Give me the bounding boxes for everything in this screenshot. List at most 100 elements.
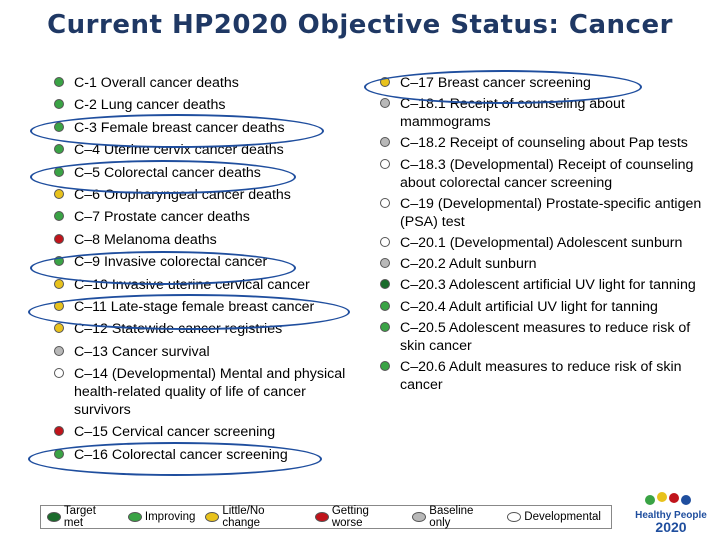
status-improving-icon	[54, 256, 64, 267]
legend-entry: Developmental	[507, 511, 601, 523]
legend-entry: Baseline only	[412, 505, 497, 529]
objective-label: C–18.2 Receipt of counseling about Pap t…	[400, 135, 688, 152]
legend-label: Little/No change	[222, 505, 265, 529]
legend-baseline-only-icon	[412, 512, 427, 522]
logo-line1: Healthy People	[635, 510, 707, 521]
objective-item: C–16 Colorectal cancer screening	[54, 446, 354, 464]
objective-label: C-2 Lung cancer deaths	[74, 97, 226, 114]
status-improving-icon	[380, 321, 390, 332]
status-improving-icon	[54, 121, 64, 132]
logo-line2: 2020	[655, 519, 686, 535]
objective-label: C–20.1 (Developmental) Adolescent sunbur…	[400, 234, 683, 251]
objective-label: C-1 Overall cancer deaths	[74, 75, 239, 91]
objective-item: C–10 Invasive uterine cervical cancer	[54, 276, 354, 294]
legend-label: Developmental	[524, 511, 601, 523]
legend-entry: Getting worse	[314, 505, 402, 529]
objective-item: C–18.1 Receipt of counseling about mammo…	[380, 95, 710, 131]
legend-developmental-icon	[507, 512, 522, 522]
objective-label: C–14 (Developmental) Mental and physical…	[74, 366, 346, 419]
legend-entry: Little/No change	[205, 505, 305, 529]
status-little-no-change-icon	[380, 77, 390, 87]
objective-label: C–5 Colorectal cancer deaths	[74, 164, 261, 181]
objective-item: C–7 Prostate cancer deaths	[54, 208, 354, 226]
status-little-no-change-icon	[54, 278, 64, 289]
objective-label: C-3 Female breast cancer deaths	[74, 119, 285, 136]
objective-item: C–20.2 Adult sunburn	[380, 255, 710, 273]
objective-label: C–20.5 Adolescent measures to reduce ris…	[400, 319, 691, 354]
objective-item: C–13 Cancer survival	[54, 343, 354, 361]
objective-label: C–11 Late-stage female breast cancer	[74, 298, 315, 315]
status-baseline-only-icon	[380, 98, 390, 109]
objective-label: C–15 Cervical cancer screening	[74, 424, 276, 441]
status-little-no-change-icon	[54, 300, 64, 311]
legend-label: Target met	[63, 505, 96, 529]
status-developmental-icon	[380, 236, 390, 247]
objective-item: C-2 Lung cancer deaths	[54, 96, 354, 114]
objective-item: C–8 Melanoma deaths	[54, 231, 354, 249]
objective-item: C–17 Breast cancer screening	[380, 74, 710, 92]
objective-item: C–9 Invasive colorectal cancer	[54, 253, 354, 271]
objective-item: C–20.1 (Developmental) Adolescent sunbur…	[380, 234, 710, 252]
right-objective-list: C–17 Breast cancer screening C–18.1 Recei…	[380, 74, 710, 397]
objective-label: C–8 Melanoma deaths	[74, 231, 217, 248]
objective-item: C–20.3 Adolescent artificial UV light fo…	[380, 276, 710, 294]
objective-item: C–20.4 Adult artificial UV light for tan…	[380, 298, 710, 316]
objective-label: C–20.2 Adult sunburn	[400, 256, 537, 273]
status-improving-icon	[54, 144, 64, 155]
objective-item: C-1 Overall cancer deaths	[54, 74, 354, 92]
status-target-met-icon	[380, 279, 390, 290]
legend-label: Getting worse	[331, 505, 369, 529]
objective-label: C–16 Colorectal cancer screening	[74, 446, 288, 463]
status-getting-worse-icon	[54, 426, 64, 437]
objective-label: C–6 Oropharyngeal cancer deaths	[74, 186, 291, 203]
legend-getting-worse-icon	[314, 512, 329, 522]
objective-label: C–10 Invasive uterine cervical cancer	[74, 276, 310, 293]
objective-item: C–14 (Developmental) Mental and physical…	[54, 365, 354, 419]
status-improving-icon	[380, 300, 390, 311]
objective-label: C–12 Statewide cancer registries	[74, 321, 283, 338]
objective-label: C–7 Prostate cancer deaths	[74, 209, 250, 226]
legend-little-no-change-icon	[205, 512, 220, 522]
status-developmental-icon	[380, 158, 390, 169]
objective-item: C-3 Female breast cancer deaths	[54, 119, 354, 137]
objective-label: C–17 Breast cancer screening	[400, 75, 591, 91]
status-improving-icon	[54, 77, 64, 87]
legend-improving-icon	[127, 512, 142, 522]
status-developmental-icon	[380, 197, 390, 208]
status-baseline-only-icon	[380, 258, 390, 269]
left-objective-list: C-1 Overall cancer deaths C-2 Lung cancer…	[54, 74, 354, 468]
objective-item: C–18.3 (Developmental) Receipt of counse…	[380, 156, 710, 192]
objective-item: C–19 (Developmental) Prostate-specific a…	[380, 195, 710, 231]
objective-item: C–6 Oropharyngeal cancer deaths	[54, 186, 354, 204]
objective-item: C–20.5 Adolescent measures to reduce ris…	[380, 319, 710, 355]
objective-item: C–18.2 Receipt of counseling about Pap t…	[380, 134, 710, 152]
objective-label: C–9 Invasive colorectal cancer	[74, 254, 268, 271]
slide-title: Current HP2020 Objective Status: Cancer	[47, 10, 673, 40]
legend-entry: Target met	[47, 505, 118, 529]
objective-label: C–18.1 Receipt of counseling about mammo…	[400, 96, 625, 131]
status-improving-icon	[54, 166, 64, 177]
objective-item: C–11 Late-stage female breast cancer	[54, 298, 354, 316]
objective-item: C–15 Cervical cancer screening	[54, 423, 354, 441]
legend-label: Improving	[144, 511, 196, 523]
objective-label: C–20.3 Adolescent artificial UV light fo…	[400, 277, 696, 294]
healthy-people-2020-logo: Healthy People 2020	[635, 492, 707, 535]
objective-label: C–19 (Developmental) Prostate-specific a…	[400, 195, 702, 230]
legend-label: Baseline only	[429, 505, 474, 529]
status-baseline-only-icon	[54, 345, 64, 356]
objective-label: C–20.4 Adult artificial UV light for tan…	[400, 298, 658, 315]
status-getting-worse-icon	[54, 233, 64, 244]
status-little-no-change-icon	[54, 323, 64, 334]
legend-target-met-icon	[47, 512, 61, 522]
objective-item: C–4 Uterine cervix cancer deaths	[54, 141, 354, 159]
status-developmental-icon	[54, 368, 64, 379]
legend-entry: Improving	[127, 511, 196, 523]
status-improving-icon	[380, 360, 390, 371]
objective-label: C–13 Cancer survival	[74, 343, 210, 360]
status-improving-icon	[54, 448, 64, 459]
objective-label: C–4 Uterine cervix cancer deaths	[74, 142, 284, 159]
status-improving-icon	[54, 99, 64, 110]
objective-item: C–20.6 Adult measures to reduce risk of …	[380, 358, 710, 394]
objective-item: C–12 Statewide cancer registries	[54, 320, 354, 338]
objective-label: C–18.3 (Developmental) Receipt of counse…	[400, 156, 694, 191]
